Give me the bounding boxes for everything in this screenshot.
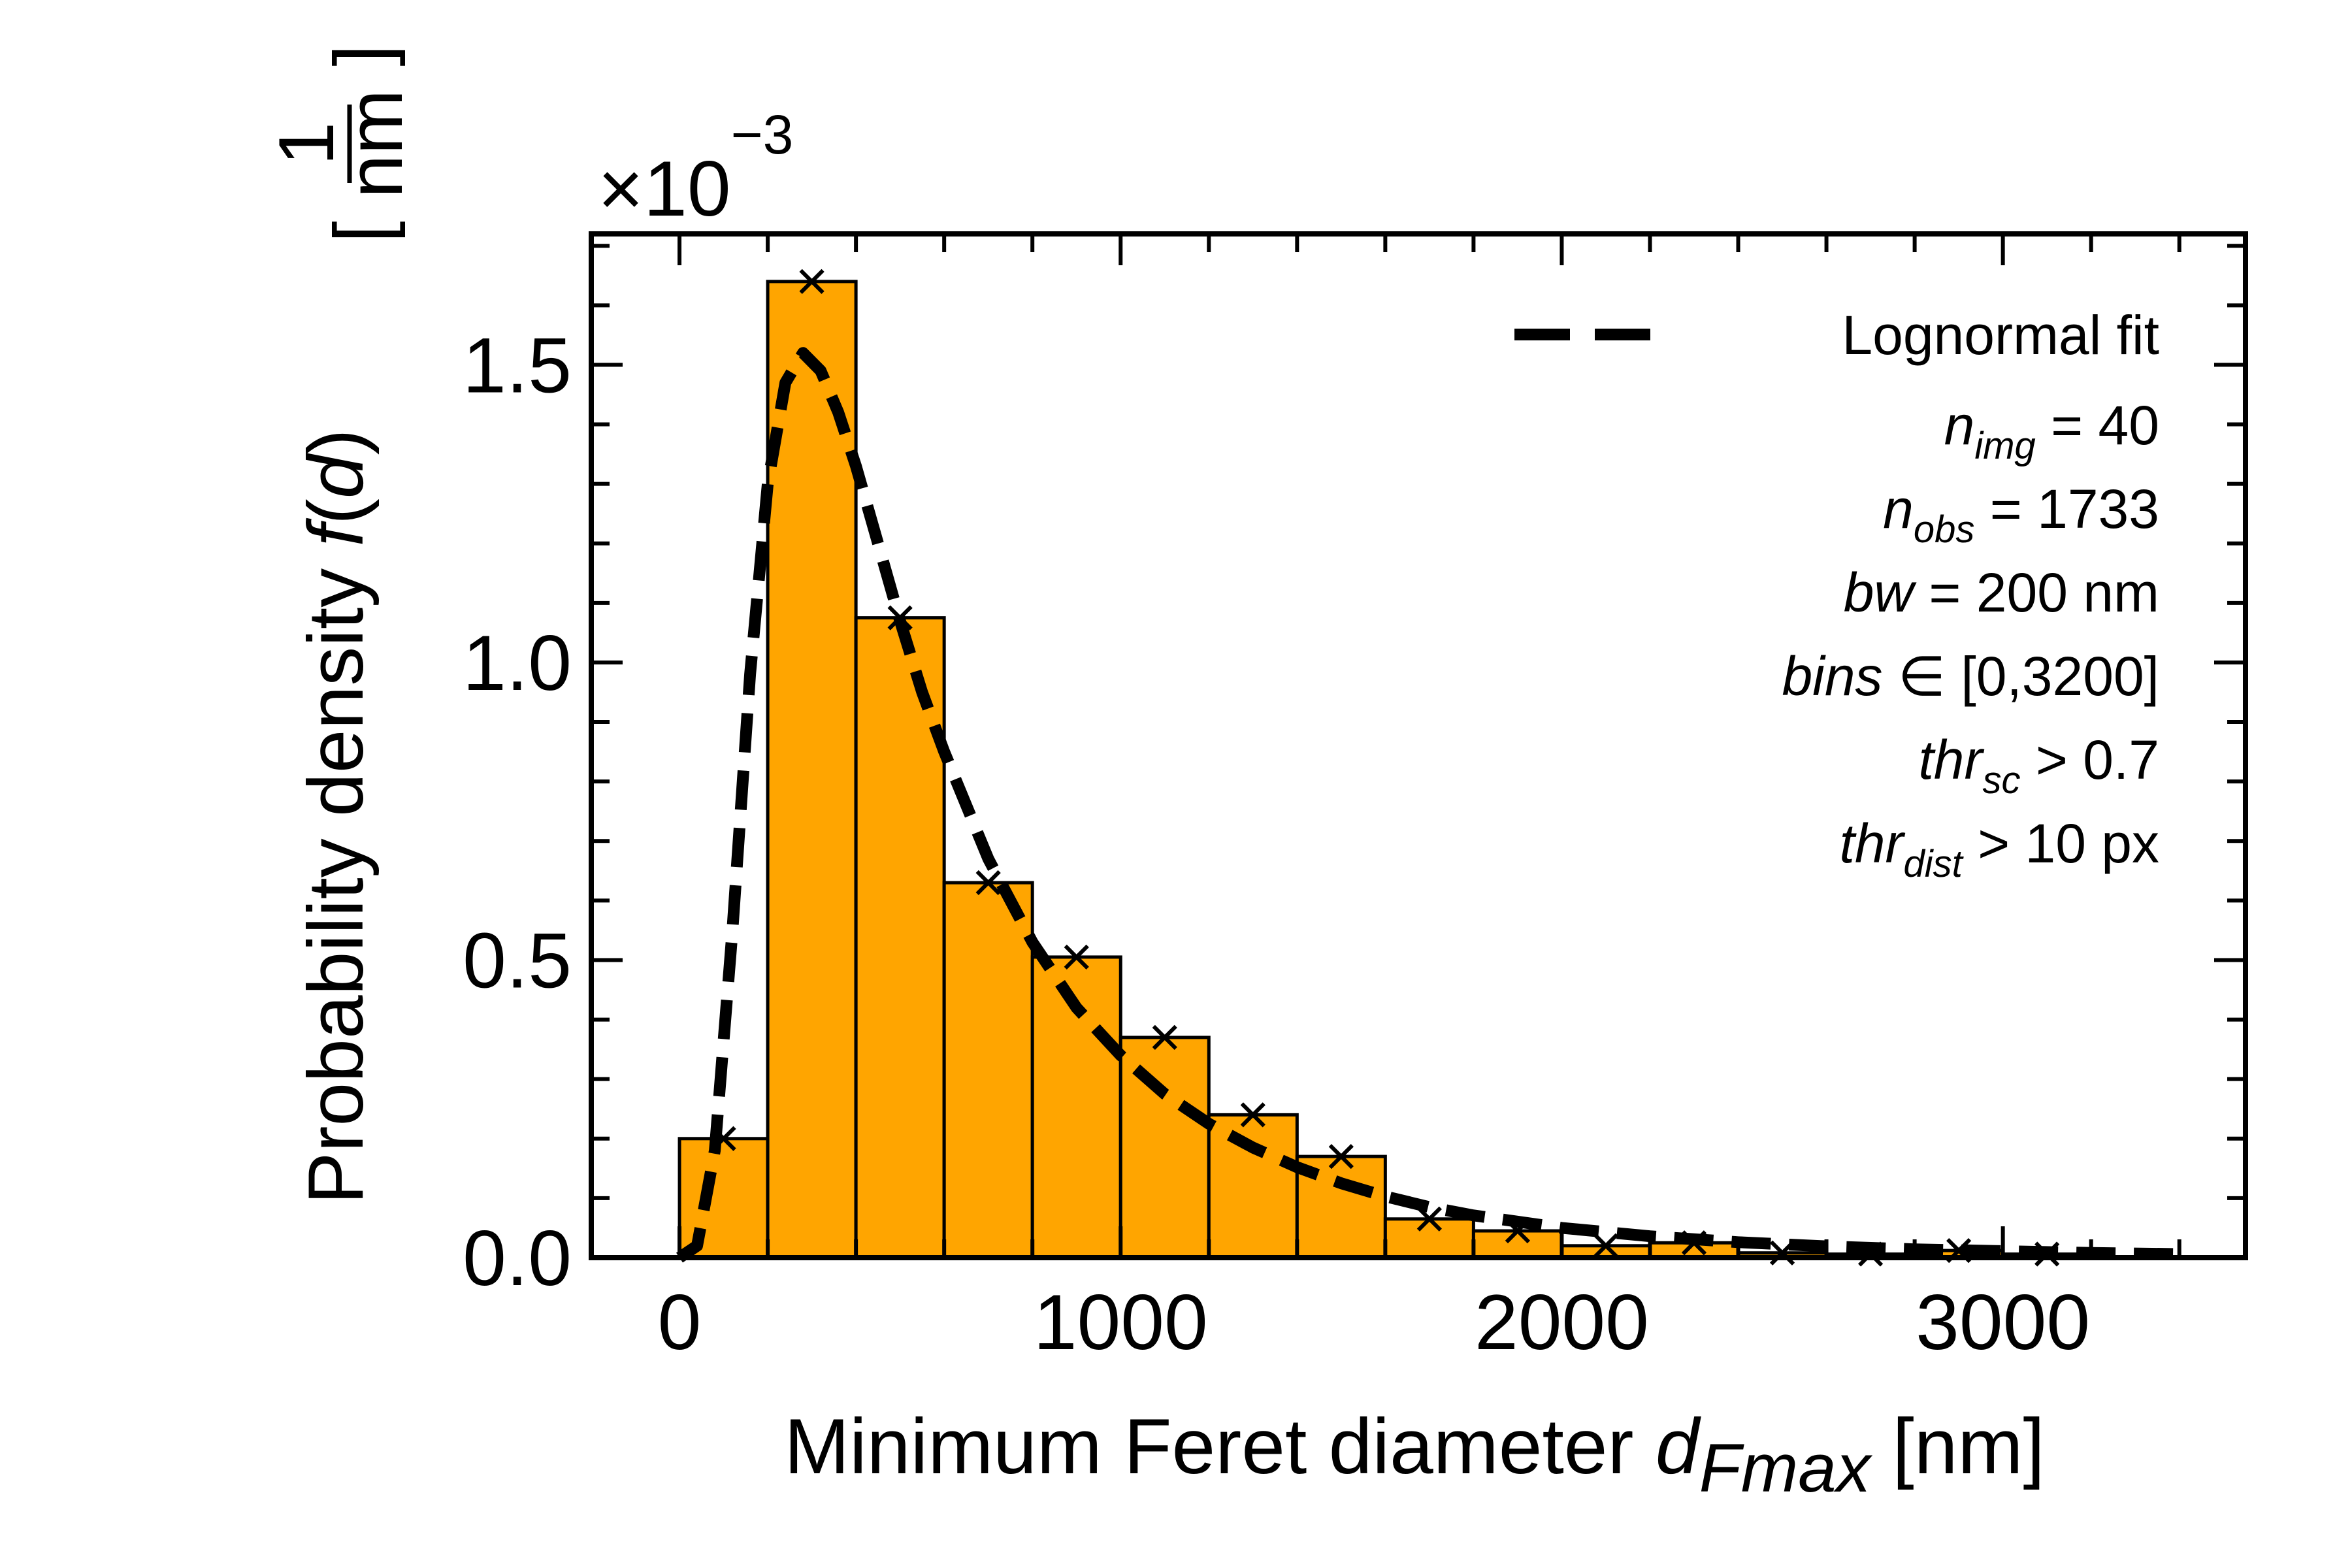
histogram-bars bbox=[678, 280, 2093, 1260]
legend-annotation-4: thrsc > 0.7 bbox=[1918, 729, 2159, 802]
annotation-var: bins bbox=[1782, 645, 1882, 707]
marker-point-6 bbox=[1240, 1102, 1266, 1128]
bin-markers bbox=[711, 269, 2060, 1267]
annotation-value: > 10 px bbox=[1963, 813, 2159, 874]
plot-frame bbox=[589, 231, 2248, 1260]
marker-point-8 bbox=[1416, 1206, 1443, 1232]
svg-text:Probability density f(d): Probability density f(d) bbox=[292, 429, 380, 1204]
y-offset-text: ×10−3 bbox=[598, 104, 793, 233]
marker-point-11 bbox=[1681, 1230, 1707, 1256]
x-title-unit: [nm] bbox=[1870, 1403, 2045, 1490]
y-title-close: ) bbox=[292, 429, 380, 455]
annotation-var: thr bbox=[1918, 729, 1984, 791]
annotation-subscript: sc bbox=[1982, 759, 2020, 802]
offset-base: ×10 bbox=[598, 145, 731, 233]
marker-point-7 bbox=[1328, 1143, 1354, 1169]
y-title-arg: d bbox=[292, 453, 380, 498]
annotation-value: = 1733 bbox=[1974, 478, 2159, 540]
annotation-var: n bbox=[1883, 478, 1914, 540]
annotation-subscript: obs bbox=[1914, 508, 1975, 551]
annotation-value: ∈ [0,3200] bbox=[1883, 645, 2159, 707]
y-axis-title: Probability density f(d) bbox=[292, 429, 380, 1204]
lognormal-fit-line bbox=[676, 347, 2180, 1263]
histogram-bar-6 bbox=[1207, 1113, 1299, 1260]
x-tick-label: 3000 bbox=[1916, 1279, 2090, 1366]
offset-exponent: −3 bbox=[731, 104, 794, 165]
x-title-var: d bbox=[1656, 1403, 1701, 1490]
marker-point-9 bbox=[1505, 1218, 1531, 1244]
annotation-var: thr bbox=[1839, 813, 1905, 874]
histogram-bar-1 bbox=[766, 280, 858, 1260]
histogram-bar-3 bbox=[942, 881, 1034, 1260]
annotation-var: bw bbox=[1844, 562, 1918, 623]
legend-annotation-0: nimg = 40 bbox=[1944, 395, 2159, 467]
marker-point-3 bbox=[975, 870, 1001, 896]
annotation-value: > 0.7 bbox=[2020, 729, 2159, 791]
annotation-value: = 200 nm bbox=[1914, 562, 2159, 623]
legend-annotation-5: thrdist > 10 px bbox=[1839, 813, 2159, 885]
unit-bracket-left: [ bbox=[318, 221, 406, 242]
histogram-bar-2 bbox=[854, 616, 946, 1260]
histogram-bar-8 bbox=[1383, 1217, 1475, 1260]
axis-ticks bbox=[591, 234, 2246, 1260]
x-tick-label: 0 bbox=[658, 1279, 702, 1366]
y-title-open: ( bbox=[292, 498, 380, 525]
y-tick-label: 1.0 bbox=[463, 619, 572, 707]
annotation-subscript: img bbox=[1974, 425, 2035, 467]
y-tick-label: 0.0 bbox=[463, 1215, 572, 1302]
marker-point-2 bbox=[887, 605, 913, 630]
marker-point-0 bbox=[711, 1126, 736, 1151]
y-tick-label: 1.5 bbox=[463, 321, 572, 409]
x-tick-label: 1000 bbox=[1034, 1279, 1208, 1366]
x-axis-title: Minimum Feret diameter dFmax [nm] bbox=[784, 1403, 2045, 1507]
marker-point-4 bbox=[1064, 944, 1089, 970]
marker-point-15 bbox=[2034, 1241, 2060, 1267]
marker-point-10 bbox=[1593, 1233, 1619, 1258]
annotation-value: = 40 bbox=[2036, 395, 2159, 456]
y-tick-label: 0.5 bbox=[463, 917, 572, 1004]
marker-point-5 bbox=[1152, 1024, 1177, 1051]
unit-numerator: 1 bbox=[263, 122, 350, 166]
x-tick-label: 2000 bbox=[1475, 1279, 1649, 1366]
unit-bracket-right: ] bbox=[318, 44, 406, 66]
unit-denominator: nm bbox=[331, 90, 419, 199]
legend-annotation-1: nobs = 1733 bbox=[1883, 478, 2159, 551]
x-title-prefix: Minimum Feret diameter bbox=[784, 1403, 1656, 1490]
y-title-prefix: Probability density bbox=[292, 546, 380, 1204]
x-title-sub: Fmax bbox=[1699, 1430, 1873, 1507]
legend-annotation-2: bw = 200 nm bbox=[1844, 562, 2159, 623]
histogram-bar-5 bbox=[1119, 1036, 1211, 1260]
legend-annotation-3: bins ∈ [0,3200] bbox=[1782, 645, 2159, 707]
histogram-bar-9 bbox=[1471, 1229, 1563, 1260]
lognormal-fit-layer bbox=[676, 347, 2180, 1263]
y-axis-unit: [ 1 nm ] bbox=[263, 44, 419, 242]
annotation-var: n bbox=[1944, 395, 1975, 456]
legend-fit-label: Lognormal fit bbox=[1842, 304, 2159, 366]
marker-point-13 bbox=[1857, 1241, 1884, 1267]
axis-tick-labels: 0 1000 2000 3000 0.0 0.5 1.0 1.5 bbox=[463, 321, 2090, 1366]
annotation-subscript: dist bbox=[1904, 843, 1965, 885]
marker-point-12 bbox=[1769, 1240, 1795, 1266]
marker-point-1 bbox=[799, 269, 825, 295]
